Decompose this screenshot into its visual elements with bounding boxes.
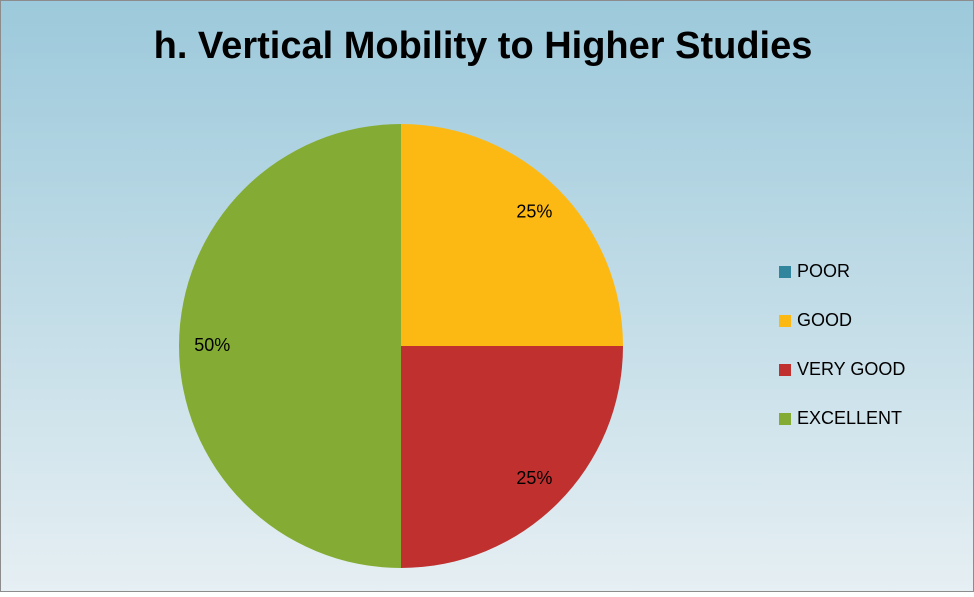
legend-label: EXCELLENT — [797, 408, 902, 428]
data-label: 25% — [516, 201, 552, 221]
pie-slice — [179, 124, 401, 568]
data-label: 25% — [516, 468, 552, 488]
pie-slice — [401, 124, 623, 346]
legend-label: POOR — [797, 261, 850, 281]
legend-label: GOOD — [797, 310, 852, 330]
pie-slice — [401, 346, 623, 568]
chart-title: h. Vertical Mobility to Higher Studies — [154, 25, 813, 67]
legend-swatch — [779, 364, 791, 376]
legend-swatch — [779, 315, 791, 327]
legend-label: VERY GOOD — [797, 359, 905, 379]
legend-swatch — [779, 266, 791, 278]
data-label: 50% — [194, 335, 230, 355]
legend-swatch — [779, 413, 791, 425]
